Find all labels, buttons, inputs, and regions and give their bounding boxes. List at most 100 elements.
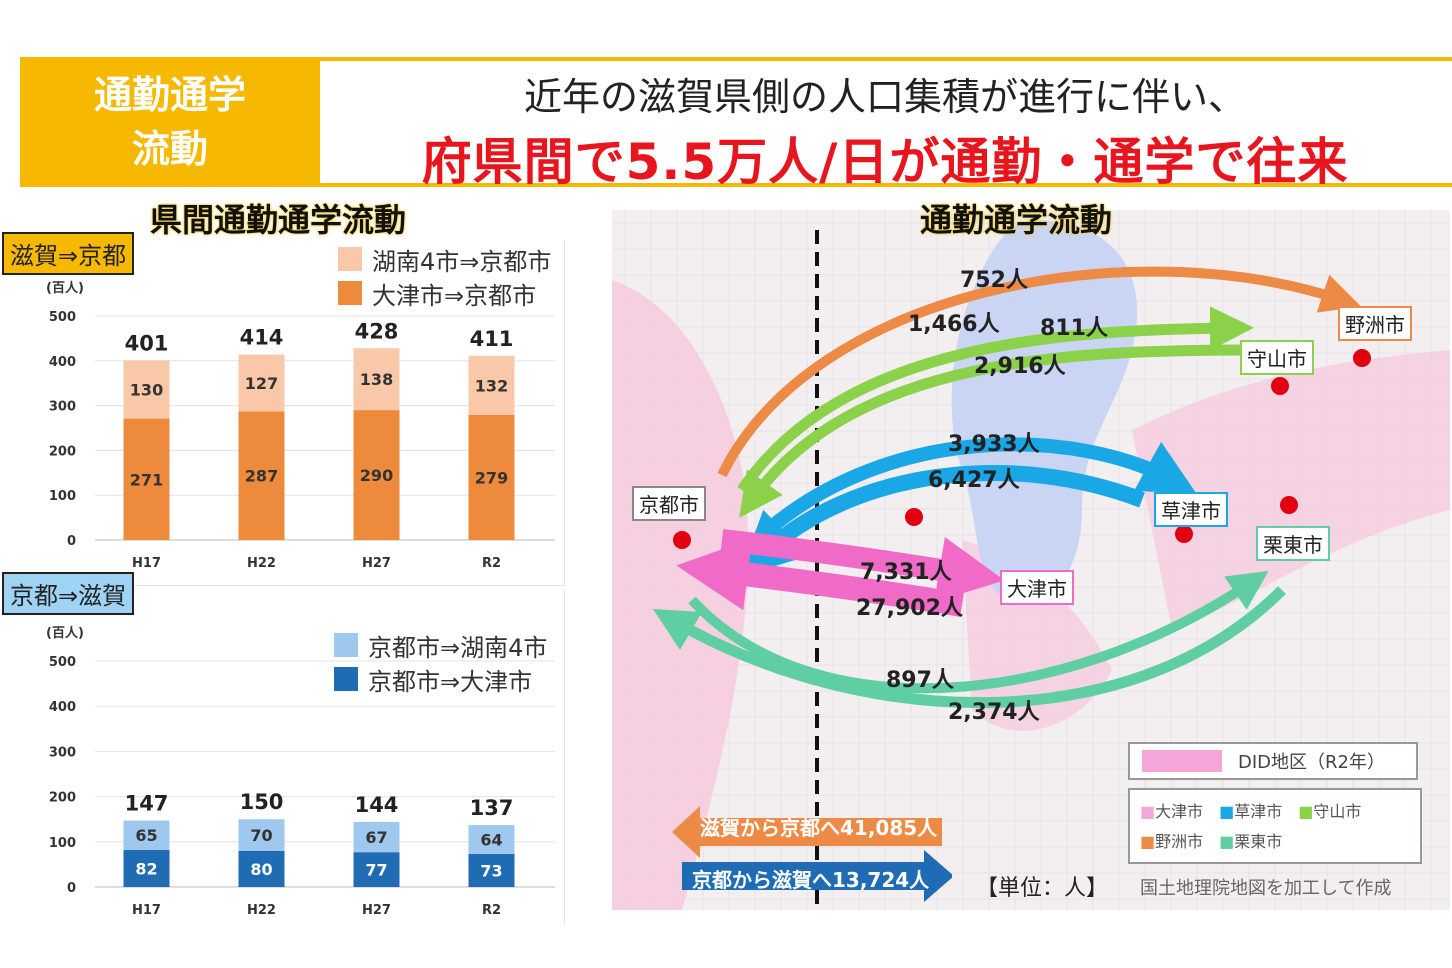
legend-item: 湖南4市⇒京都市 <box>338 242 551 276</box>
data-label: 279 <box>475 469 508 488</box>
bar-segment <box>468 415 515 540</box>
bar-segment <box>123 418 170 540</box>
flow-label-kusatsu-b: 6,427人 <box>928 468 1020 493</box>
legend-swatch <box>338 247 362 271</box>
x-tick-label: H27 <box>362 556 391 571</box>
did-swatch <box>1142 750 1222 772</box>
y-unit: (百人) <box>46 625 84 641</box>
flow-label-moriyama-c: 2,916人 <box>974 354 1066 379</box>
total-arrows <box>672 806 952 902</box>
flow-label-moriyama-b: 811人 <box>1040 316 1108 341</box>
legend-item: ■大津市 <box>1140 802 1204 821</box>
legend-label: 京都市⇒大津市 <box>368 667 533 696</box>
city-label-otsu: 大津市 <box>1000 570 1074 605</box>
chart2-svg: (百人) 0 100 200 300 400 500 82 65 147 H17 80 70 150 H22… <box>46 625 555 918</box>
y-tick-label: 200 <box>49 791 76 806</box>
flow-moriyama-to-kyoto <box>739 344 1253 518</box>
legend-item: 大津市⇒京都市 <box>338 276 551 310</box>
city-label-kyoto: 京都市 <box>632 486 706 521</box>
legend-label: 湖南4市⇒京都市 <box>372 247 552 276</box>
city-label-moriyama: 守山市 <box>1240 340 1314 375</box>
flow-ritto-to-kyoto <box>652 586 1286 709</box>
arrow-to-shiga <box>682 850 952 902</box>
source-note: 国土地理院地図を加工して作成 <box>1140 878 1392 899</box>
x-tick-label: H22 <box>247 556 276 571</box>
total-label: 137 <box>470 796 514 820</box>
x-tick-label: H27 <box>362 903 391 918</box>
data-label: 64 <box>480 831 502 850</box>
unit-label: 【単位：人】 <box>976 876 1109 901</box>
data-label: 77 <box>365 861 387 880</box>
bar-segment <box>123 360 170 419</box>
city-dot-kyoto <box>673 531 691 549</box>
x-tick-label: H17 <box>132 903 161 918</box>
y-tick-label: 500 <box>49 310 76 325</box>
legend-label: 栗東市 <box>1234 832 1283 851</box>
legend-item: 京都市⇒大津市 <box>334 662 547 696</box>
legend-swatch <box>338 281 362 305</box>
total-label: 147 <box>125 792 169 816</box>
flow-label-kusatsu-a: 3,933人 <box>948 432 1040 457</box>
legend-item: ■栗東市 <box>1219 832 1283 851</box>
city-label-yasu: 野洲市 <box>1338 306 1412 341</box>
chart1-frame <box>40 240 565 586</box>
y-tick-label: 0 <box>67 534 76 549</box>
city-dot-ritto <box>1280 496 1298 514</box>
total-label: 414 <box>240 326 284 350</box>
header-badge: 通勤通学 流動 <box>20 57 320 187</box>
data-label: 290 <box>360 466 393 485</box>
bar-segment <box>238 819 285 851</box>
flow-kyoto-to-moriyama <box>737 306 1254 494</box>
y-tick-label: 200 <box>49 444 76 459</box>
legend-label: 野洲市 <box>1155 832 1204 851</box>
header-line2: 府県間で5.5万人/日が通勤・通学で往来 <box>421 133 1349 191</box>
header-band <box>20 57 1452 187</box>
x-tick-label: R2 <box>482 556 501 571</box>
data-label: 73 <box>480 862 502 881</box>
bar-segment <box>123 820 170 850</box>
flow-kyoto-to-kusatsu <box>757 437 1197 541</box>
y-unit: (百人) <box>46 280 84 296</box>
city-dot-moriyama <box>1271 377 1289 395</box>
chart1-svg: (百人) 0 100 200 300 400 500 271 130 401 H17 287 127 41… <box>46 280 555 571</box>
legend-label: 大津市⇒京都市 <box>372 281 537 310</box>
bar-segment <box>468 854 515 887</box>
y-tick-label: 300 <box>49 400 76 415</box>
data-label: 65 <box>135 826 157 845</box>
city-dot-otsu <box>905 508 923 526</box>
bar-segment <box>468 355 515 416</box>
y-tick-label: 100 <box>49 836 76 851</box>
header-line1: 近年の滋賀県側の人口集積が進行に伴い、 <box>523 75 1246 119</box>
bar-segment <box>353 821 400 853</box>
data-label: 82 <box>135 859 157 878</box>
x-tick-label: H22 <box>247 903 276 918</box>
total-label: 401 <box>125 331 169 355</box>
x-tick-label: H17 <box>132 556 161 571</box>
bar-segment <box>238 850 285 887</box>
total-to-kyoto: 滋賀から京都へ41,085人 <box>700 816 938 840</box>
flow-yasu-to-kyoto <box>717 266 1361 478</box>
city-dot-yasu <box>1353 349 1371 367</box>
legend-swatch <box>334 667 358 691</box>
data-label: 80 <box>250 860 272 879</box>
map-title: 通勤通学流動 <box>920 201 1113 239</box>
did-area-shiga <box>1132 350 1450 630</box>
data-label: 70 <box>250 826 272 845</box>
total-label: 411 <box>470 327 514 351</box>
bar-segment <box>238 354 285 412</box>
flow-label-otsu-b: 27,902人 <box>856 596 963 621</box>
bar-segment <box>353 410 400 540</box>
flow-kusatsu-to-kyoto <box>738 465 1145 577</box>
legend-item: ■草津市 <box>1219 802 1283 821</box>
chart2-legend: 京都市⇒湖南4市 京都市⇒大津市 <box>334 628 547 696</box>
total-to-shiga: 京都から滋賀へ13,724人 <box>692 868 930 892</box>
did-label: DID地区（R2年） <box>1238 752 1385 773</box>
chart2-frame <box>40 590 565 925</box>
map-panel: 京都市 大津市 草津市 栗東市 守山市 野洲市 752人 1,466人 811人… <box>612 210 1450 910</box>
flow-otsu-to-kyoto <box>676 538 964 617</box>
legend-item: ■野洲市 <box>1140 832 1204 851</box>
city-dot-kusatsu <box>1175 525 1193 543</box>
bar-segment <box>353 852 400 887</box>
header-badge-text: 通勤通学 流動 <box>93 73 246 171</box>
data-label: 138 <box>360 370 393 389</box>
